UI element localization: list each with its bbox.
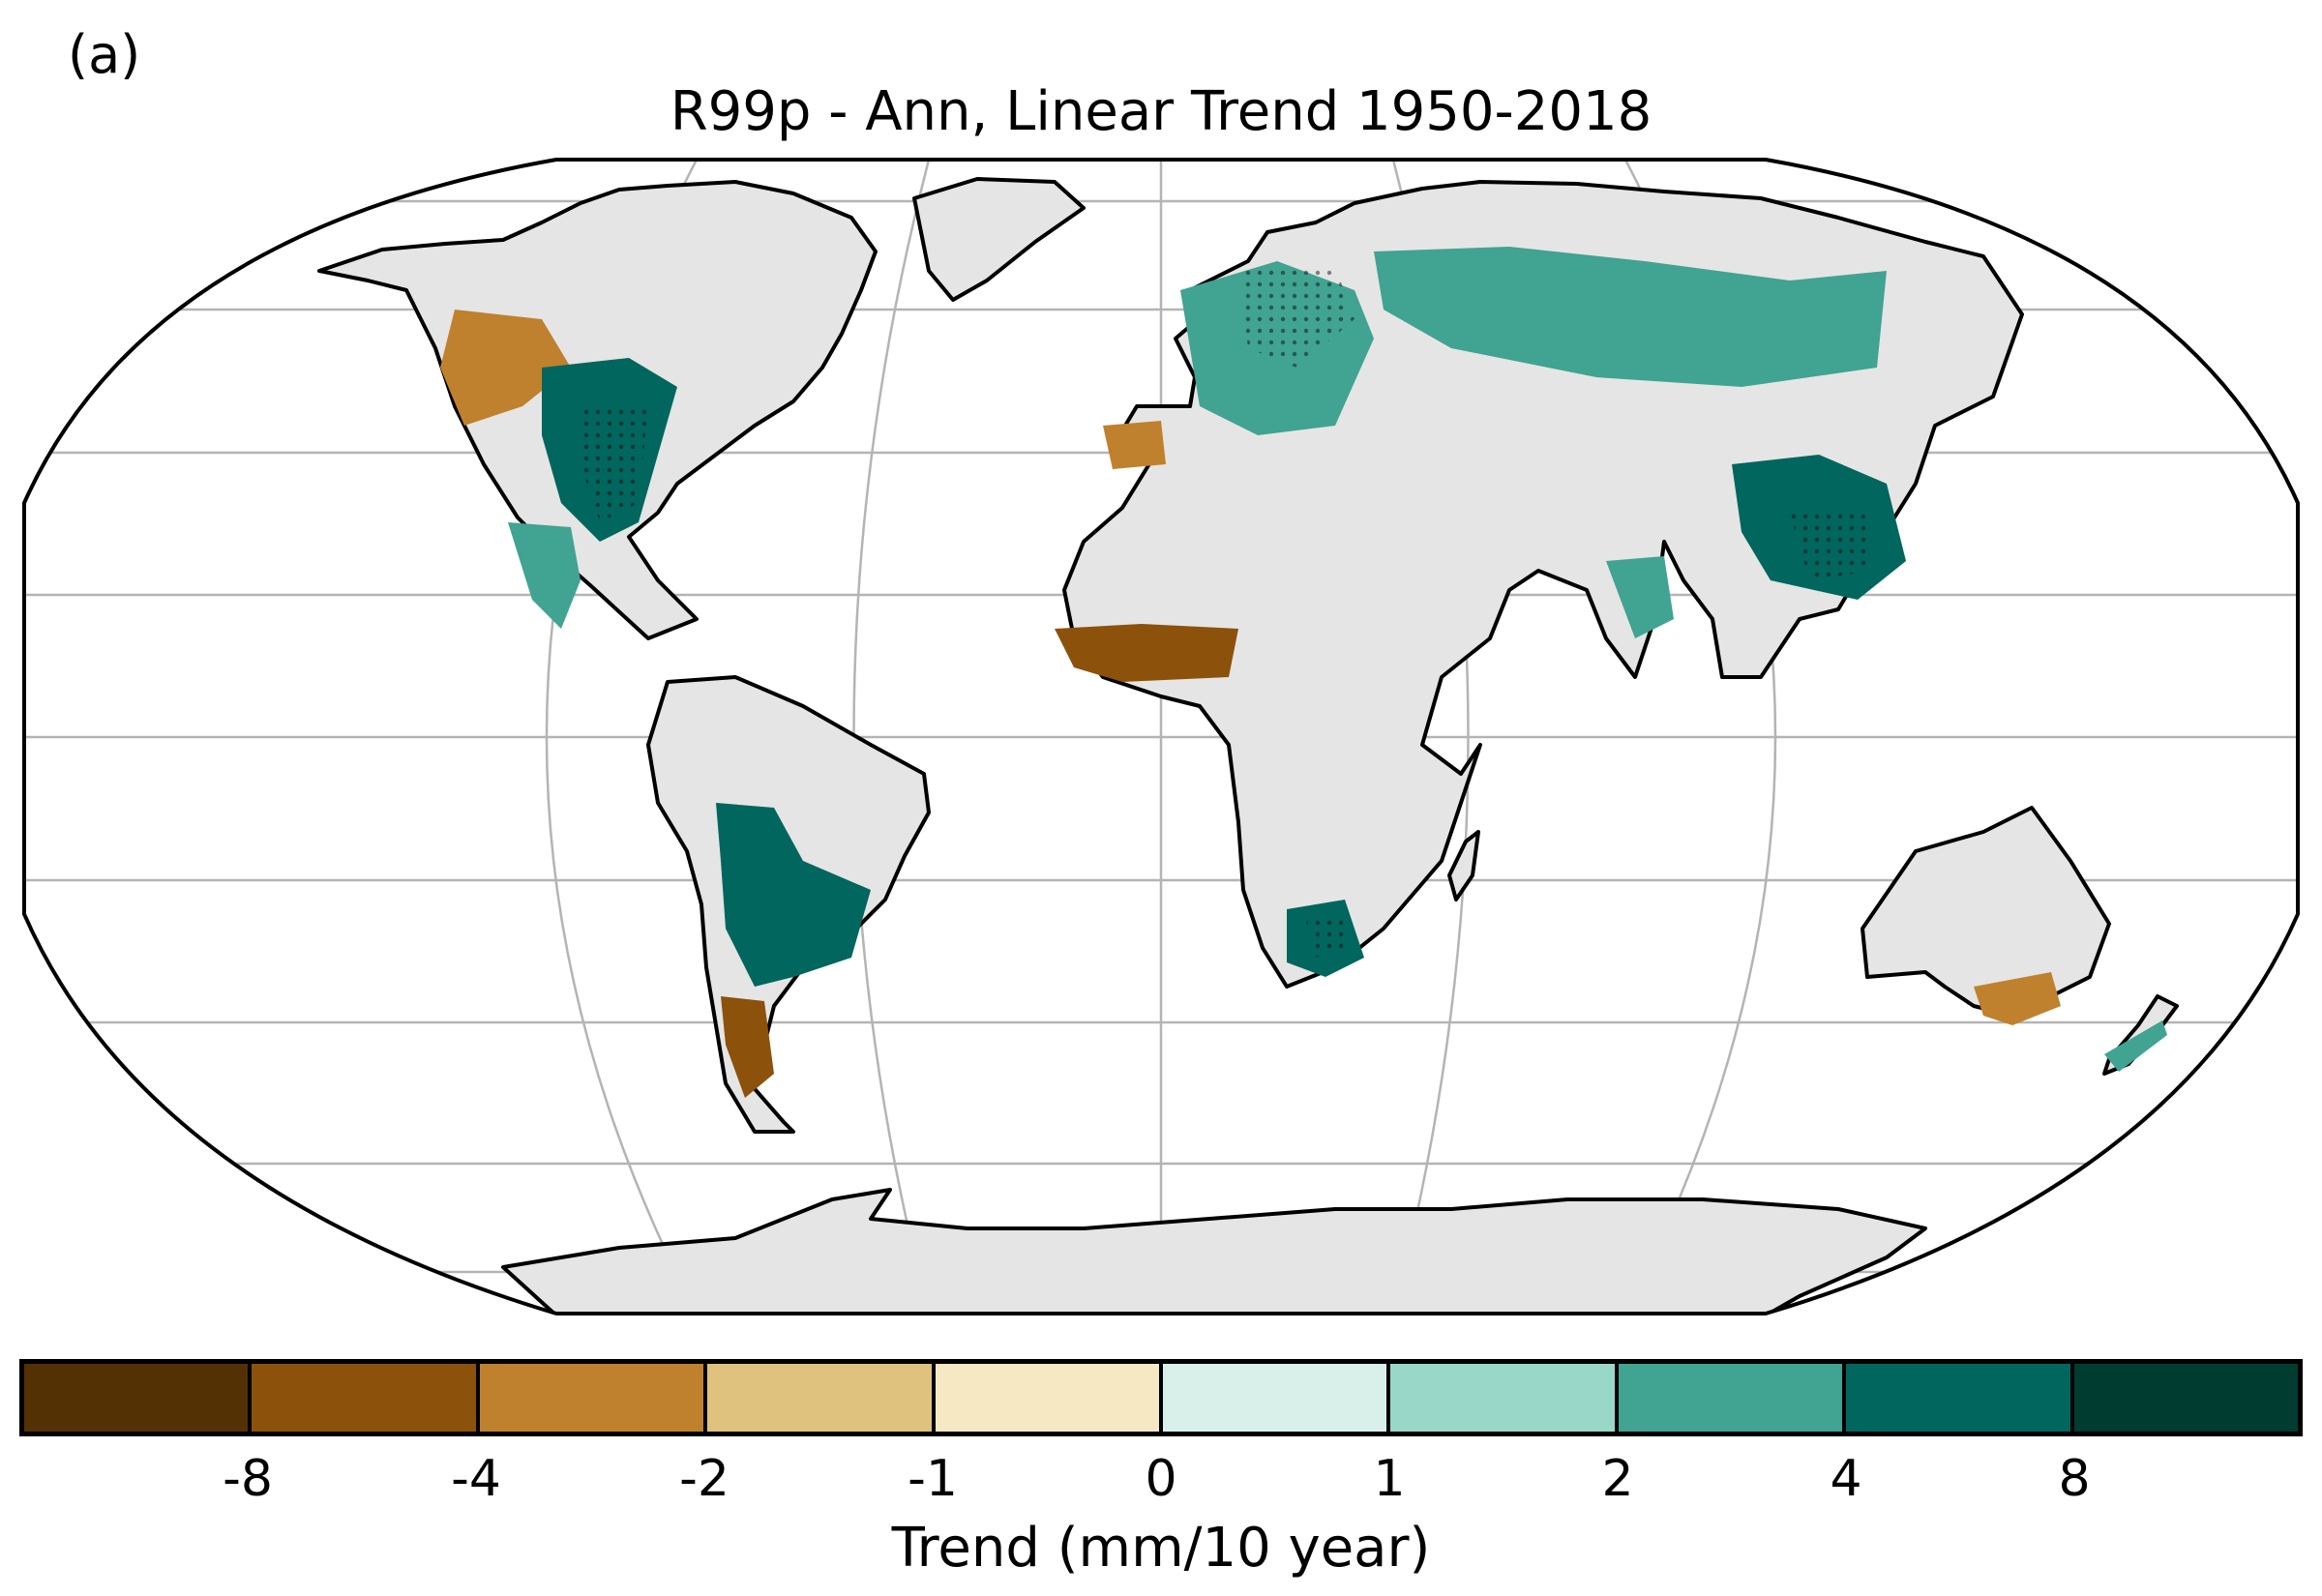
- colorbar-tick-label: -4: [451, 1450, 501, 1508]
- stipple-europe: [1238, 266, 1354, 368]
- colorbar-tick-label: 8: [2058, 1450, 2091, 1508]
- stipple-eastern-united-states: [580, 406, 648, 522]
- antarctica: [501, 1188, 1927, 1314]
- colorbar-label: Trend (mm/10 year): [891, 1517, 1431, 1580]
- colorbar-segment: [1842, 1364, 2070, 1432]
- patch-mexico: [508, 522, 580, 629]
- patch-southeast-australia: [1974, 972, 2061, 1025]
- colorbar-segment: [1159, 1364, 1387, 1432]
- colorbar-segment: [703, 1364, 932, 1432]
- colorbar-segment: [24, 1364, 249, 1432]
- colorbar-tick-label: -8: [223, 1450, 273, 1508]
- colorbar-segment: [931, 1364, 1160, 1432]
- australia: [1861, 806, 2111, 1018]
- colorbar-segment: [475, 1364, 704, 1432]
- stipple-southern-africa: [1306, 917, 1350, 958]
- patch-india: [1606, 556, 1674, 638]
- colorbar-tick-label: 1: [1373, 1450, 1406, 1508]
- significance-stippling: [580, 266, 1872, 958]
- map-boundary: [22, 158, 2300, 1315]
- stipple-eastern-china: [1790, 513, 1872, 580]
- colorbar-tick-label: 4: [1830, 1450, 1862, 1508]
- colorbar-segment: [1386, 1364, 1615, 1432]
- colorbar-tick-label: -1: [908, 1450, 958, 1508]
- patch-patagonia: [721, 996, 774, 1098]
- madagascar: [1447, 830, 1480, 901]
- patch-iberia: [1103, 421, 1166, 469]
- colorbar-segment: [2069, 1364, 2299, 1432]
- colorbar-segment: [1614, 1364, 1843, 1432]
- panel-label: (a): [68, 24, 141, 85]
- patch-south-america: [716, 803, 871, 987]
- colorbar-tick-label: 2: [1601, 1450, 1634, 1508]
- map-title: R99p - Ann, Linear Trend 1950-2018: [670, 80, 1652, 143]
- patch-new-zealand: [2104, 1020, 2167, 1072]
- patch-russia: [1374, 247, 1887, 387]
- colorbar-segment: [248, 1364, 476, 1432]
- greenland: [912, 177, 1086, 302]
- world-map: [22, 158, 2300, 1315]
- patch-western-north-america: [440, 310, 571, 426]
- colorbar-tick-label: -2: [679, 1450, 729, 1508]
- colorbar: [19, 1359, 2303, 1436]
- colorbar-tick-label: 0: [1145, 1450, 1177, 1508]
- patch-west-africa: [1055, 624, 1238, 682]
